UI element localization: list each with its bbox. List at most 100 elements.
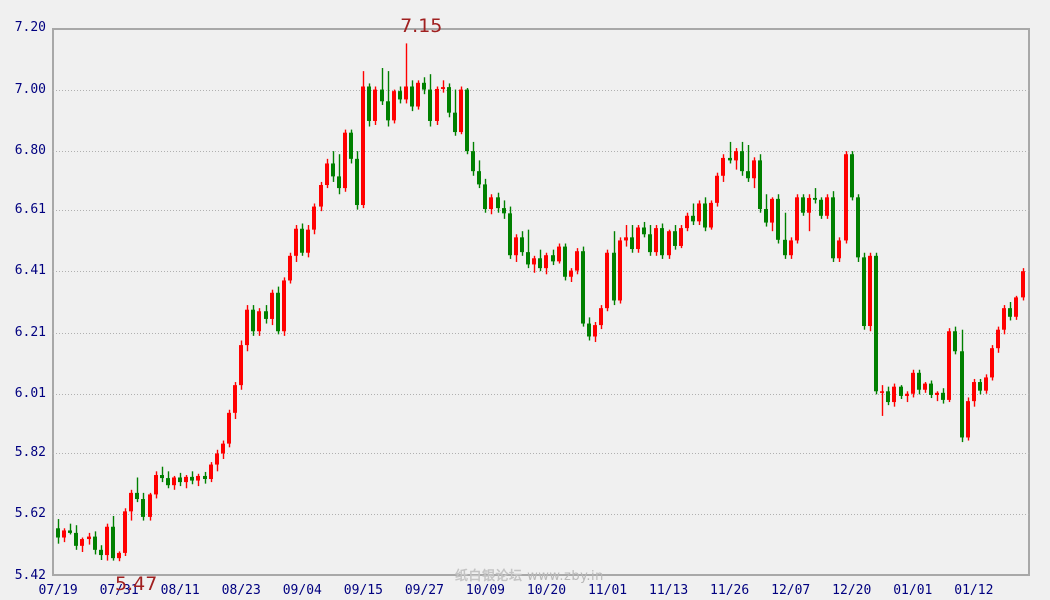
candle	[203, 471, 207, 484]
candle-body	[93, 536, 97, 550]
candle	[215, 449, 219, 472]
candle-body	[508, 213, 512, 256]
candle	[331, 151, 335, 182]
candle	[532, 255, 536, 273]
candle	[783, 212, 787, 259]
candle	[868, 252, 872, 332]
candle	[789, 237, 793, 259]
candle-body	[886, 391, 890, 403]
candle	[740, 141, 744, 176]
candle	[62, 528, 66, 543]
candle-body	[398, 91, 402, 100]
candle	[978, 378, 982, 395]
candle	[905, 391, 909, 403]
x-axis-label: 08/11	[160, 583, 200, 598]
candle	[520, 231, 524, 256]
candle	[239, 340, 243, 390]
candle-body	[783, 239, 787, 256]
candle-body	[166, 478, 170, 486]
candle	[642, 221, 646, 238]
candle-body	[905, 393, 909, 396]
candle	[581, 246, 585, 327]
y-axis-label: 6.61	[14, 201, 46, 217]
y-axis-label: 6.41	[14, 263, 46, 279]
candle-body	[172, 477, 176, 486]
y-axis-label: 6.21	[14, 324, 46, 340]
candle	[960, 329, 964, 443]
candle-body	[404, 86, 408, 100]
candle	[270, 289, 274, 326]
candle-body	[465, 89, 469, 152]
candle-body	[770, 198, 774, 223]
candle	[233, 382, 237, 419]
candle	[764, 194, 768, 227]
x-axis-label: 09/27	[404, 583, 444, 598]
candle	[496, 192, 500, 213]
candle-body	[141, 499, 145, 517]
candle-body	[587, 323, 591, 337]
candle-body	[850, 154, 854, 198]
candle-body	[355, 158, 359, 206]
candle	[941, 388, 945, 404]
candle-body	[990, 348, 994, 378]
candle-body	[1014, 297, 1018, 317]
candle	[850, 151, 854, 201]
candle	[618, 237, 622, 304]
candle-body	[459, 89, 463, 133]
candle	[825, 194, 829, 219]
candle-body	[209, 464, 213, 480]
candle-body	[618, 240, 622, 301]
candle-body	[276, 292, 280, 332]
candle-body	[471, 151, 475, 172]
candle	[483, 178, 487, 213]
candle-body	[196, 475, 200, 481]
candle	[141, 492, 145, 521]
candle-body	[410, 86, 414, 107]
y-axis-label: 5.82	[14, 444, 46, 460]
candle-body	[87, 536, 91, 540]
x-axis-label: 11/26	[710, 583, 750, 598]
candle-body	[642, 227, 646, 235]
candle	[862, 252, 866, 330]
candle-body	[251, 309, 255, 332]
candle	[837, 237, 841, 262]
candle	[844, 151, 848, 244]
candle-body	[117, 552, 121, 559]
candle-body	[563, 246, 567, 277]
candle	[99, 545, 103, 560]
candle	[947, 328, 951, 403]
candle	[654, 225, 658, 256]
candle	[886, 386, 890, 406]
candle	[923, 382, 927, 393]
candle-body	[135, 492, 139, 500]
candle	[172, 475, 176, 490]
candle	[819, 197, 823, 219]
candle	[575, 248, 579, 275]
candle	[880, 385, 884, 416]
candle-body	[190, 476, 194, 481]
x-axis-label: 01/12	[954, 583, 994, 598]
candle-body	[880, 391, 884, 393]
candle	[917, 369, 921, 395]
candle-body	[874, 255, 878, 392]
candle	[795, 194, 799, 244]
candle	[612, 231, 616, 306]
y-axis-label: 6.01	[14, 386, 46, 402]
candle-body	[99, 549, 103, 556]
candle-body	[294, 228, 298, 256]
candle-body	[489, 197, 493, 210]
candle	[87, 532, 91, 545]
candle-body	[62, 530, 66, 538]
candle	[544, 252, 548, 275]
candle	[325, 158, 329, 189]
candle	[111, 515, 115, 561]
candle-body	[148, 494, 152, 517]
candle	[105, 523, 109, 561]
candle-body	[801, 197, 805, 213]
candle	[984, 374, 988, 394]
candle-body	[203, 475, 207, 480]
candle	[514, 234, 518, 262]
candle-body	[972, 382, 976, 402]
candle-body	[270, 292, 274, 319]
candle-body	[337, 176, 341, 189]
